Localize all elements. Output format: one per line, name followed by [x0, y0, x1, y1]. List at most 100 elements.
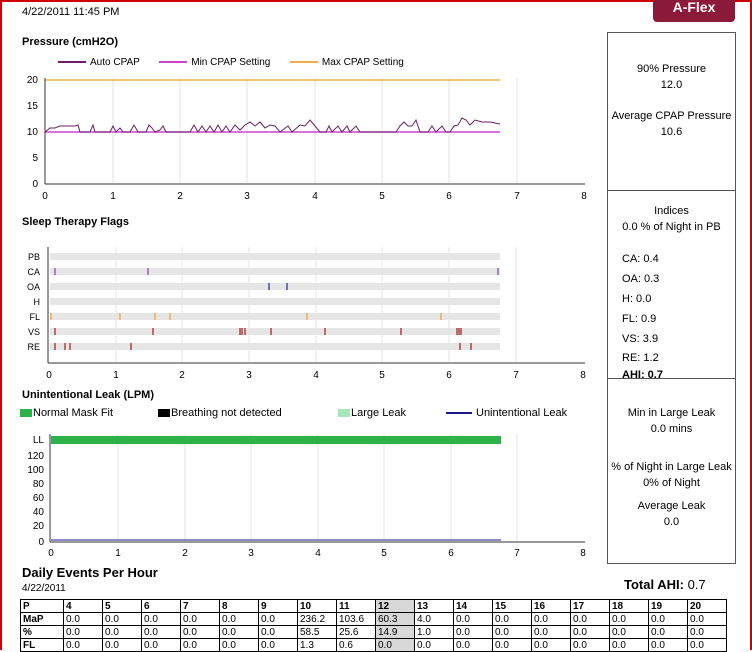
- index-fl: FL: 0.9: [622, 313, 657, 325]
- legend-unintentional-leak: Unintentional Leak: [476, 407, 568, 419]
- pressure-y-tick: 0: [32, 179, 38, 190]
- legend-auto-cpap: Auto CPAP: [90, 57, 140, 68]
- pressure-y-tick: 15: [27, 101, 39, 112]
- svg-text:8: 8: [580, 370, 586, 381]
- svg-text:120: 120: [27, 451, 44, 462]
- index-oa: OA: 0.3: [622, 273, 660, 285]
- auto-cpap-swatch: [58, 61, 86, 64]
- leak-chart: LL 120 100 80 60 40 20 0 0 1 2 3 4 5 6 7 8: [27, 434, 586, 559]
- leak-y-ticks: LL 120 100 80 60 40 20 0: [27, 435, 44, 548]
- re-flags: [54, 343, 472, 350]
- pressure-gridlines: [112, 78, 518, 183]
- large-leak-min-value: 0.0 mins: [650, 423, 693, 435]
- brand-logo: A-Flex: [653, 0, 735, 22]
- daily-events-date: 4/22/2011: [22, 583, 66, 594]
- max-cpap-swatch: [289, 61, 318, 64]
- svg-text:60: 60: [33, 493, 45, 504]
- svg-text:RE: RE: [27, 342, 40, 352]
- svg-text:0: 0: [38, 537, 44, 548]
- svg-text:1: 1: [113, 370, 119, 381]
- svg-text:4: 4: [315, 548, 321, 559]
- pressure-chart: 20 15 10 5 0 0 1 2 3 4 5 6 7 8: [27, 75, 587, 202]
- large-leak-pct-label: % of Night in Large Leak: [611, 461, 732, 473]
- svg-text:5: 5: [379, 191, 385, 202]
- auto-cpap-line: [44, 117, 501, 133]
- min-cpap-swatch: [159, 61, 188, 64]
- ca-flags: [54, 268, 499, 275]
- table-row: MaP 0.0 0.0 0.0 0.0 0.0 0.0 236.2 103.6 60.3 4.…: [20, 612, 727, 626]
- avg-pressure-value: 10.6: [660, 126, 683, 138]
- leak-stats-panel: Min in Large Leak 0.0 mins % of Night in…: [607, 378, 736, 564]
- svg-text:40: 40: [33, 507, 45, 518]
- svg-text:2: 2: [182, 548, 188, 559]
- pressure-x-ticks: 0 1 2 3 4 5 6 7 8: [42, 191, 587, 202]
- table-row: FL 0.0 0.0 0.0 0.0 0.0 0.0 1.3 0.6 0.0 0.0 0.0 0…: [20, 638, 727, 652]
- unintentional-leak-swatch: [446, 412, 472, 415]
- legend-min-cpap: Min CPAP Setting: [191, 57, 271, 68]
- pressure-y-ticks: 20 15 10 5 0: [27, 75, 39, 190]
- svg-text:FL: FL: [29, 312, 40, 322]
- svg-text:8: 8: [580, 548, 586, 559]
- svg-text:100: 100: [27, 465, 44, 476]
- p90-label: 90% Pressure: [636, 63, 707, 75]
- svg-text:8: 8: [581, 191, 587, 202]
- flag-row-labels: PB CA OA H FL VS RE: [27, 252, 40, 352]
- svg-text:3: 3: [248, 548, 254, 559]
- svg-text:5: 5: [381, 548, 387, 559]
- daily-events-title: Daily Events Per Hour: [22, 565, 158, 580]
- table-row: % 0.0 0.0 0.0 0.0 0.0 0.0 58.5 25.6 14.9 1.0 0.0…: [20, 625, 727, 639]
- svg-text:6: 6: [446, 370, 452, 381]
- svg-text:PB: PB: [28, 252, 40, 262]
- total-ahi: Total AHI: 0.7: [624, 577, 706, 592]
- vs-flags: [54, 328, 462, 335]
- svg-text:3: 3: [246, 370, 252, 381]
- svg-text:CA: CA: [27, 267, 40, 277]
- svg-text:0: 0: [42, 191, 48, 202]
- large-leak-pct-value: 0% of Night: [643, 477, 700, 489]
- indices-title: Indices: [654, 205, 689, 217]
- svg-text:LL: LL: [33, 435, 45, 446]
- flags-chart: PB CA OA H FL VS RE 0 1 2 3 4 5 6 7 8: [27, 247, 586, 381]
- svg-text:80: 80: [33, 479, 45, 490]
- svg-text:OA: OA: [27, 282, 40, 292]
- legend-large-leak: Large Leak: [351, 407, 407, 419]
- index-h: H: 0.0: [622, 293, 652, 305]
- svg-text:2: 2: [179, 370, 185, 381]
- svg-text:2: 2: [177, 191, 183, 202]
- svg-text:1: 1: [110, 191, 116, 202]
- svg-text:3: 3: [244, 191, 250, 202]
- legend-no-breathing: Breathing not detected: [171, 407, 282, 419]
- svg-text:6: 6: [446, 191, 452, 202]
- svg-text:H: H: [34, 297, 41, 307]
- p90-value: 12.0: [660, 79, 683, 91]
- normal-mask-fit-bar: [51, 436, 501, 444]
- pressure-legend: Auto CPAP Min CPAP Setting Max CPAP Sett…: [58, 57, 404, 68]
- avg-pressure-label: Average CPAP Pressure: [611, 110, 732, 122]
- report-datetime: 4/22/2011 11:45 PM: [22, 6, 120, 18]
- avg-leak-label: Average Leak: [637, 500, 706, 512]
- pressure-y-tick: 5: [32, 153, 38, 164]
- index-re: RE: 1.2: [622, 352, 659, 364]
- pressure-title: Pressure (cmH2O): [22, 36, 118, 48]
- svg-text:7: 7: [514, 548, 520, 559]
- leak-gridlines: [117, 434, 518, 541]
- pb-percent: 0.0 % of Night in PB: [622, 221, 721, 233]
- avg-leak-value: 0.0: [663, 516, 680, 528]
- total-ahi-label: Total AHI:: [624, 577, 684, 592]
- svg-text:VS: VS: [28, 327, 40, 337]
- svg-text:6: 6: [448, 548, 454, 559]
- index-ca: CA: 0.4: [622, 253, 659, 265]
- fl-flags: [50, 313, 442, 320]
- flags-x-ticks: 0 1 2 3 4 5 6 7 8: [46, 370, 586, 381]
- oa-flags: [268, 283, 288, 290]
- svg-text:0: 0: [46, 370, 52, 381]
- no-breathing-swatch: [158, 409, 170, 418]
- large-leak-swatch: [338, 409, 350, 418]
- flag-row-bands: [50, 253, 500, 350]
- indices-panel: Indices 0.0 % of Night in PB CA: 0.4 OA:…: [607, 190, 736, 381]
- svg-text:4: 4: [312, 191, 318, 202]
- legend-normal-fit: Normal Mask Fit: [33, 407, 114, 419]
- pressure-stats-panel: 90% Pressure 12.0 Average CPAP Pressure …: [607, 32, 736, 192]
- svg-text:1: 1: [115, 548, 121, 559]
